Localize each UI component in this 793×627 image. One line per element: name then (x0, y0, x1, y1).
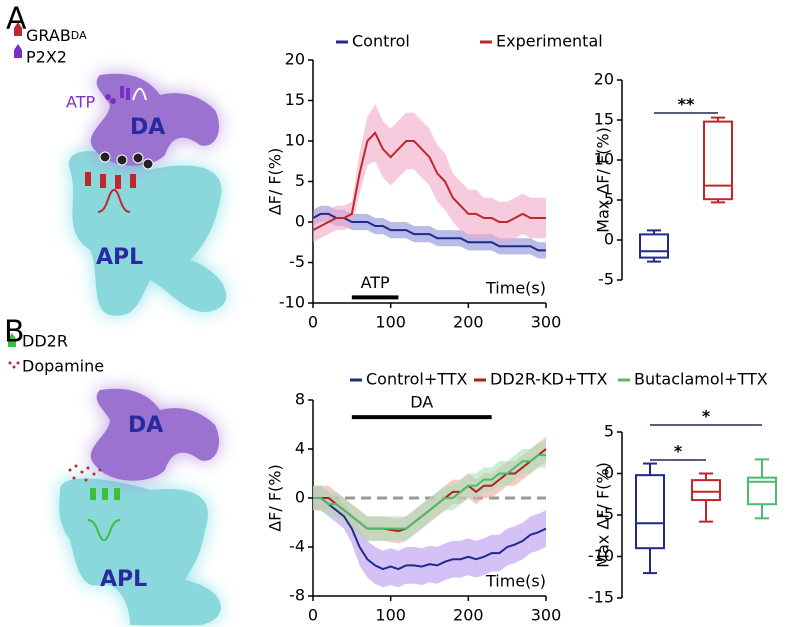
x-axis-label: Time(s) (485, 279, 546, 298)
annotation-label: DA (410, 393, 433, 412)
legend-label: Control+TTX (366, 370, 468, 389)
legend-label: DD2R (22, 332, 68, 351)
x-tick-label: 100 (375, 313, 406, 332)
series-line (313, 454, 546, 530)
y-tick-label: -5 (598, 270, 614, 289)
series-line (312, 131, 546, 231)
cell-label: DA (128, 413, 163, 438)
x-tick-label: 0 (308, 606, 318, 625)
series-line (313, 497, 547, 571)
box (703, 120, 733, 201)
cell-label: DA (130, 115, 165, 140)
error-band (313, 104, 546, 243)
y-tick-label: 15 (285, 90, 305, 109)
significance-label: ** (678, 95, 695, 114)
legend-label: Control (352, 32, 410, 51)
legend-label: P2X2 (26, 48, 67, 67)
x-axis-label: Time(s) (485, 572, 546, 591)
x-tick-label: 300 (531, 606, 562, 625)
y-tick-label: -5 (598, 505, 614, 524)
y-tick-label: 4 (295, 439, 305, 458)
y-tick-label: -10 (279, 293, 305, 312)
box (635, 474, 665, 550)
y-tick-label: 5 (604, 190, 614, 209)
y-tick-label: 5 (295, 171, 305, 190)
legend-label: GRABDA (26, 26, 87, 45)
y-tick-label: 10 (594, 150, 614, 169)
y-axis-label: ΔF/ F(%) (266, 148, 285, 216)
x-tick-label: 300 (531, 313, 562, 332)
y-axis-label: ΔF/ F(%) (266, 464, 285, 532)
y-tick-label: 20 (285, 50, 305, 69)
x-tick-label: 0 (308, 313, 318, 332)
y-tick-label: 8 (295, 390, 305, 409)
diagram-a (14, 22, 227, 316)
legend-label: Dopamine (22, 357, 104, 376)
y-tick-label: 0 (604, 463, 614, 482)
panel-letter: A (6, 2, 27, 37)
cell-label: APL (100, 567, 147, 592)
error-band (313, 442, 546, 541)
y-tick-label: 20 (594, 70, 614, 89)
y-tick-label: 10 (285, 131, 305, 150)
y-axis-label: Max ΔF/ F(%) (594, 462, 613, 568)
y-tick-label: 5 (604, 422, 614, 441)
box (639, 233, 669, 259)
y-tick-label: 0 (604, 230, 614, 249)
legend-label: Butaclamol+TTX (634, 370, 768, 389)
y-tick-label: 0 (295, 212, 305, 231)
y-tick-label: -8 (289, 586, 305, 605)
panel-letter: B (4, 315, 25, 350)
error-band (313, 205, 546, 259)
x-tick-label: 100 (375, 606, 406, 625)
series-line (312, 212, 546, 252)
significance-label: * (702, 407, 711, 426)
y-tick-label: -10 (588, 546, 614, 565)
annotation-label: ATP (361, 273, 390, 292)
y-tick-label: 0 (295, 488, 305, 507)
cell-label: APL (96, 245, 143, 270)
y-tick-label: -4 (289, 537, 305, 556)
label: ATP (66, 93, 95, 112)
diagram-b (8, 333, 221, 625)
legend-label: DD2R-KD+TTX (490, 370, 608, 389)
box (691, 479, 721, 502)
y-tick-label: 15 (594, 110, 614, 129)
x-tick-label: 200 (453, 606, 484, 625)
significance-label: * (674, 442, 683, 461)
y-tick-label: -15 (588, 588, 614, 607)
x-tick-label: 200 (453, 313, 484, 332)
legend-label: Experimental (496, 32, 603, 51)
y-tick-label: -5 (289, 252, 305, 271)
y-axis-label: Max ΔF/ F(%) (594, 127, 613, 233)
